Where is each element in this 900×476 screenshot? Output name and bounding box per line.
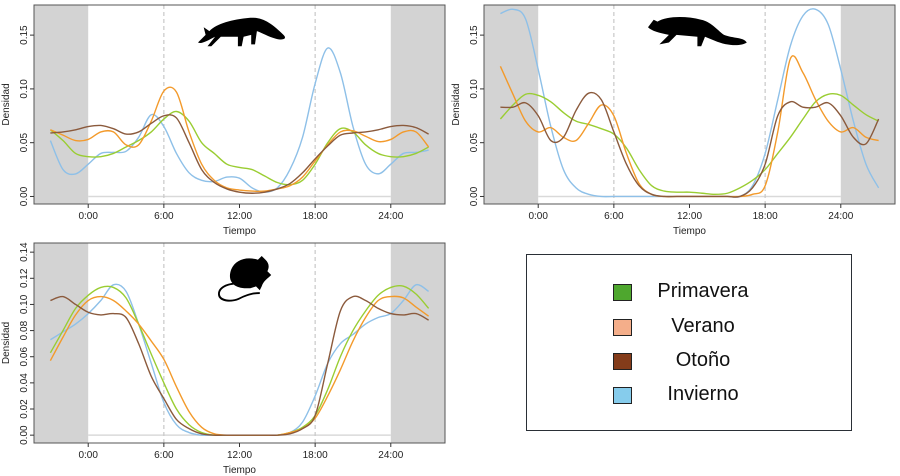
x-tick-label: 6:00	[154, 211, 174, 222]
legend-item-otono: Otoño	[613, 349, 833, 375]
series-line-invierno	[500, 8, 880, 198]
y-tick-label: 0.14	[19, 242, 30, 262]
x-axis-label: Tiempo	[223, 465, 256, 476]
legend: Primavera Verano Otoño Invierno	[526, 254, 852, 431]
series-line-verano	[50, 86, 430, 192]
legend-label: Verano	[671, 315, 735, 337]
y-tick-label: 0.00	[469, 186, 480, 206]
y-tick-label: 0.06	[19, 347, 30, 367]
x-tick-label: 6:00	[154, 450, 174, 461]
x-tick-label: 12:00	[677, 211, 702, 222]
x-tick-label: 0:00	[528, 211, 548, 222]
x-tick-label: 0:00	[78, 211, 98, 222]
night-shade-band	[390, 243, 445, 443]
x-tick-label: 18:00	[753, 211, 778, 222]
x-tick-label: 18:00	[303, 211, 328, 222]
legend-item-invierno: Invierno	[613, 383, 833, 409]
y-tick-label: 0.02	[19, 399, 30, 419]
chart-panel-2: 0:00 6:00 12:00 18:00 24:00 0.00 0.05 0.10 0.15 T…	[451, 4, 896, 237]
legend-label: Otoño	[675, 349, 731, 371]
legend-label: Invierno	[667, 383, 739, 405]
marten-silhouette-icon	[648, 17, 747, 47]
y-tick-label: 0.05	[469, 133, 480, 153]
y-tick-label: 0.10	[19, 79, 30, 99]
y-tick-label: 0.10	[469, 79, 480, 99]
y-axis-label: Densidad	[1, 83, 12, 125]
x-tick-label: 6:00	[604, 211, 624, 222]
legend-item-primavera: Primavera	[613, 280, 833, 306]
legend-swatch-verano	[613, 319, 632, 336]
legend-item-verano: Verano	[613, 315, 833, 341]
night-shade-band	[390, 5, 445, 204]
y-axis-label: Densidad	[451, 83, 462, 125]
y-tick-label: 0.15	[469, 25, 480, 45]
x-tick-label: 18:00	[303, 450, 328, 461]
legend-swatch-otono	[613, 353, 632, 370]
legend-swatch-invierno	[613, 387, 632, 404]
series-line-invierno	[49, 47, 429, 193]
y-tick-label: 0.12	[19, 268, 30, 288]
y-tick-label: 0.15	[19, 25, 30, 45]
series-line-primavera	[49, 110, 429, 186]
series-line-otono	[50, 114, 429, 194]
night-shade-band	[34, 243, 89, 443]
chart-panel-1: 0:00 6:00 12:00 18:00 24:00 0.00 0.05 0.10 0.15 T…	[1, 4, 446, 237]
series-line-primavera	[499, 92, 879, 196]
mouse-silhouette-icon	[218, 256, 272, 302]
x-axis-label: Tiempo	[673, 226, 706, 237]
series-line-otono	[500, 91, 880, 198]
series-line-verano	[49, 295, 430, 437]
x-axis-label: Tiempo	[223, 226, 256, 237]
x-tick-label: 24:00	[378, 450, 403, 461]
y-tick-label: 0.00	[19, 425, 30, 445]
fox-silhouette-icon	[198, 17, 285, 47]
y-axis-label: Densidad	[1, 322, 12, 364]
night-shade-band	[34, 5, 89, 204]
series-line-otono	[50, 295, 429, 436]
y-tick-label: 0.08	[19, 320, 30, 340]
y-tick-label: 0.05	[19, 133, 30, 153]
x-tick-label: 12:00	[227, 211, 252, 222]
x-tick-label: 0:00	[78, 450, 98, 461]
chart-panel-3: 0:00 6:00 12:00 18:00 24:00 0.00 0.02 0.04 0.06 0…	[1, 242, 446, 476]
y-tick-label: 0.00	[19, 186, 30, 206]
series-line-verano	[499, 55, 879, 198]
x-tick-label: 12:00	[227, 450, 252, 461]
legend-swatch-primavera	[613, 284, 632, 301]
x-tick-label: 24:00	[378, 211, 403, 222]
y-tick-label: 0.04	[19, 373, 30, 393]
y-tick-label: 0.10	[19, 294, 30, 314]
x-tick-label: 24:00	[828, 211, 853, 222]
legend-label: Primavera	[657, 280, 749, 302]
